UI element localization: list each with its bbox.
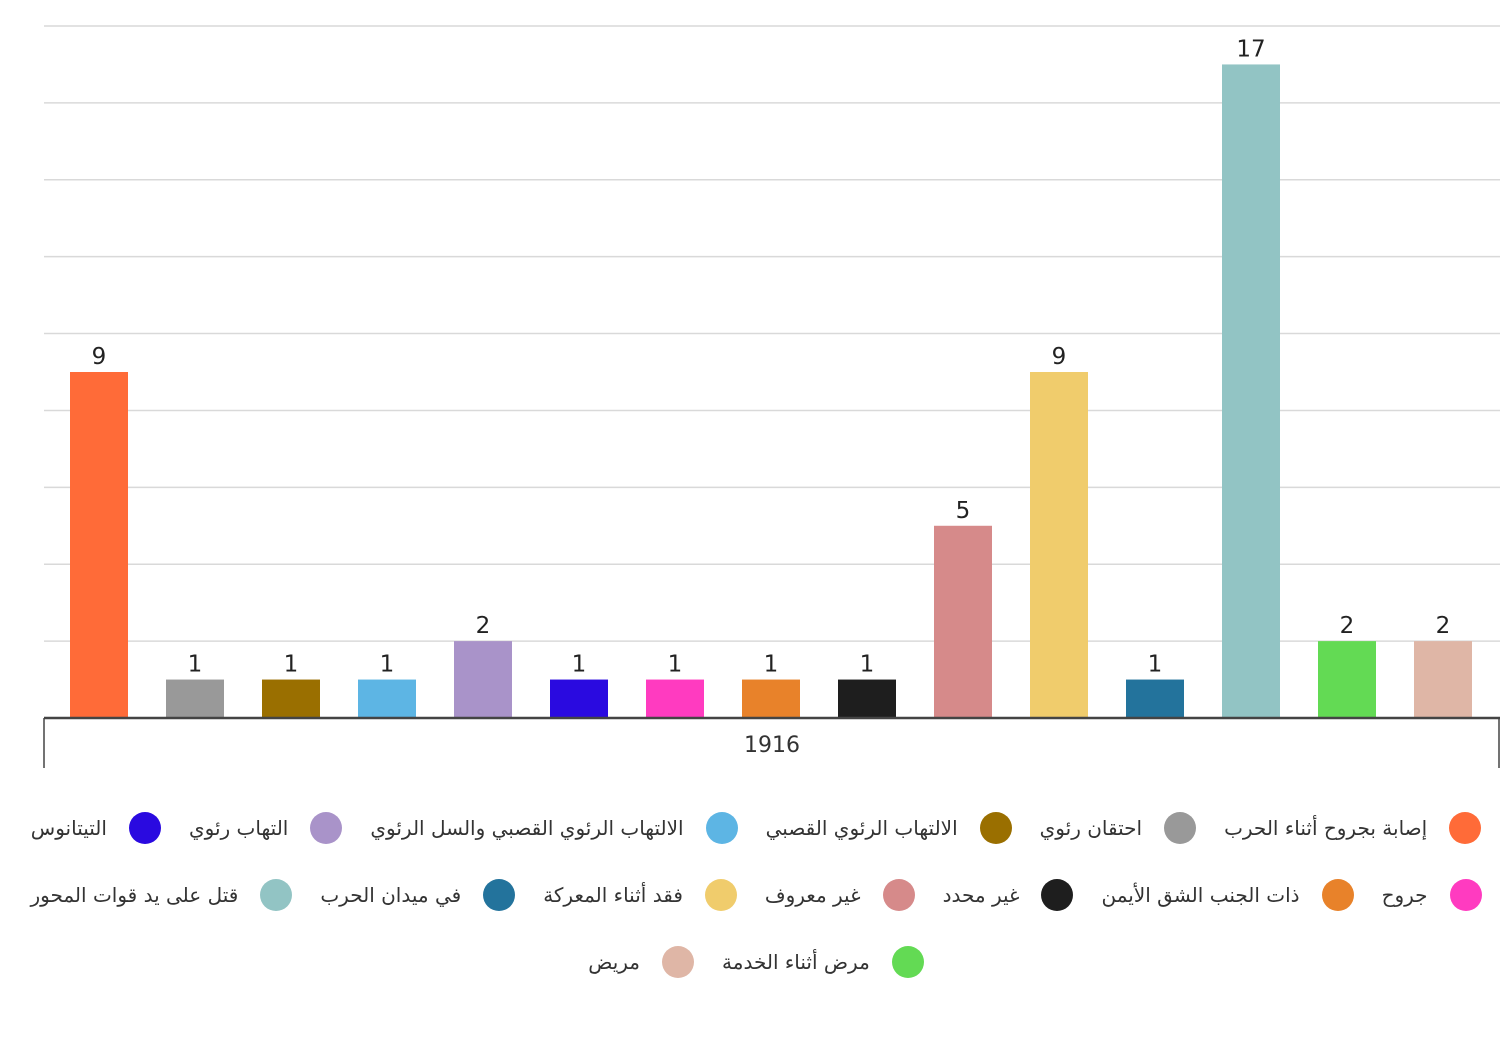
legend-label: احتقان رئوي <box>1039 816 1143 840</box>
legend-swatch <box>1321 879 1354 911</box>
legend-label: الالتهاب الرئوي القصبي <box>765 816 958 840</box>
data-label: 5 <box>956 498 971 524</box>
legend-label: قتل على يد قوات المحور <box>30 883 239 907</box>
legend-swatch <box>882 879 915 911</box>
bar <box>454 641 512 718</box>
bar-chart: 9 1 1 1 2 1 1 1 1 5 9 1 17 2 2 1916 <box>43 25 1500 768</box>
legend-item[interactable]: جروح <box>1382 879 1482 911</box>
legend-swatch <box>128 812 161 844</box>
bar <box>358 679 416 718</box>
legend-swatch <box>705 812 738 844</box>
legend-row: جروح ذات الجنب الشق الأيمن غير محدد غير معر… <box>20 879 1492 946</box>
data-label: 9 <box>92 344 107 370</box>
bar <box>742 679 800 718</box>
legend-label: في ميدان الحرب <box>320 883 462 907</box>
legend-row: إصابة بجروح أثناء الحرب احتقان رئوي الالته… <box>20 812 1492 879</box>
legend-item[interactable]: مريض <box>588 946 695 978</box>
legend-swatch <box>1449 812 1482 844</box>
x-axis: 1916 <box>43 716 1500 768</box>
bars-group <box>70 64 1472 718</box>
legend-item[interactable]: مرض أثناء الخدمة <box>722 946 924 978</box>
data-label: 1 <box>860 652 875 678</box>
legend-label: فقد أثناء المعركة <box>543 883 683 907</box>
legend-swatch <box>1041 879 1074 911</box>
legend-row: مرض أثناء الخدمة مريض <box>20 946 1492 1013</box>
data-label: 9 <box>1052 344 1067 370</box>
data-label: 2 <box>1436 613 1451 639</box>
data-label: 1 <box>764 652 779 678</box>
legend-item[interactable]: غير محدد <box>943 879 1074 911</box>
legend-item[interactable]: غير معروف <box>765 879 915 911</box>
legend-label: التهاب رئوي <box>188 816 289 840</box>
legend-item[interactable]: التهاب رئوي <box>188 812 343 844</box>
legend-item[interactable]: الالتهاب الرئوي القصبي والسل الرئوي <box>370 812 738 844</box>
data-label: 1 <box>380 652 395 678</box>
legend-item[interactable]: فقد أثناء المعركة <box>543 879 737 911</box>
data-labels-group: 9 1 1 1 2 1 1 1 1 5 9 1 17 2 2 <box>92 36 1451 677</box>
legend-item[interactable]: احتقان رئوي <box>1039 812 1197 844</box>
legend-swatch <box>1449 879 1482 911</box>
legend-label: الالتهاب الرئوي القصبي والسل الرئوي <box>370 816 684 840</box>
legend-item[interactable]: التيتانوس <box>31 812 161 844</box>
data-label: 1 <box>1148 652 1163 678</box>
legend-item[interactable]: الالتهاب الرئوي القصبي <box>766 812 1012 844</box>
legend-label: مريض <box>588 950 641 974</box>
data-label: 2 <box>1340 613 1355 639</box>
legend-label: إصابة بجروح أثناء الحرب <box>1224 816 1428 840</box>
legend-swatch <box>704 879 737 911</box>
legend-label: التيتانوس <box>30 816 107 840</box>
legend-swatch <box>891 946 924 978</box>
bar <box>838 679 896 718</box>
legend-swatch <box>310 812 343 844</box>
legend-swatch <box>483 879 516 911</box>
bar <box>262 679 320 718</box>
legend-swatch <box>1164 812 1197 844</box>
gridlines <box>44 25 1500 642</box>
bar <box>934 525 992 718</box>
bar <box>1126 679 1184 718</box>
legend-item[interactable]: قتل على يد قوات المحور <box>30 879 293 911</box>
legend-label: ذات الجنب الشق الأيمن <box>1101 883 1300 907</box>
data-label: 17 <box>1236 36 1265 62</box>
legend: إصابة بجروح أثناء الحرب احتقان رئوي الالته… <box>20 812 1492 1013</box>
legend-item[interactable]: في ميدان الحرب <box>320 879 516 911</box>
bar <box>1030 372 1088 718</box>
bar <box>70 372 128 718</box>
bar <box>1222 64 1280 718</box>
legend-label: غير محدد <box>942 883 1020 907</box>
legend-item[interactable]: ذات الجنب الشق الأيمن <box>1101 879 1354 911</box>
legend-label: مرض أثناء الخدمة <box>722 950 870 974</box>
bar <box>646 679 704 718</box>
legend-label: جروح <box>1381 883 1428 907</box>
bar <box>166 679 224 718</box>
legend-item[interactable]: إصابة بجروح أثناء الحرب <box>1224 812 1482 844</box>
bar <box>1318 641 1376 718</box>
data-label: 1 <box>188 652 203 678</box>
data-label: 1 <box>668 652 683 678</box>
legend-swatch <box>979 812 1012 844</box>
data-label: 1 <box>284 652 299 678</box>
data-label: 1 <box>572 652 587 678</box>
bar <box>550 679 608 718</box>
bar <box>1414 641 1472 718</box>
x-tick-label: 1916 <box>744 733 800 758</box>
data-label: 2 <box>476 613 491 639</box>
legend-swatch <box>662 946 695 978</box>
legend-swatch <box>260 879 293 911</box>
legend-label: غير معروف <box>764 883 861 907</box>
